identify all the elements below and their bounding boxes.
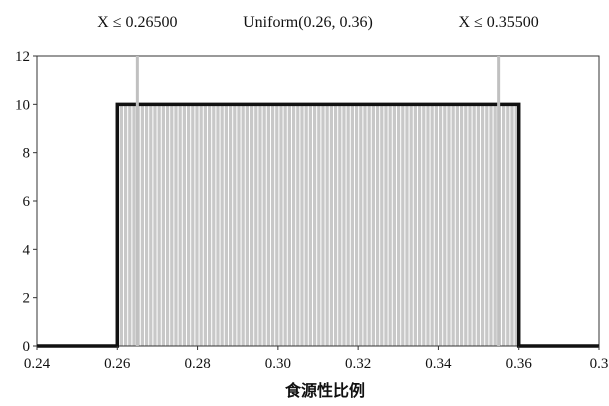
marker-layer: X ≤ 0.26500 X ≤ 0.35500 — [97, 14, 539, 346]
x-tick-label: 0.28 — [184, 356, 210, 372]
series-layer — [37, 102, 599, 348]
x-tick-label: 0.36 — [506, 356, 533, 372]
y-tick-label: 6 — [23, 194, 31, 210]
upper-marker-label: X ≤ 0.35500 — [458, 14, 538, 31]
x-tick-label: 0.34 — [425, 356, 452, 372]
x-tick-label: 0.30 — [265, 356, 291, 372]
x-tick-label: 0.26 — [104, 356, 131, 372]
density-outline — [37, 102, 599, 348]
y-tick-label: 2 — [23, 291, 31, 307]
chart-title: Uniform(0.26, 0.36) — [243, 14, 373, 31]
shaded-region — [117, 104, 519, 346]
y-tick-label: 12 — [15, 49, 30, 65]
x-axis-label: 食源性比例 — [284, 381, 365, 400]
shaded-region-layer — [117, 104, 519, 346]
y-tick-label: 8 — [23, 146, 31, 162]
y-tick-label: 0 — [23, 339, 31, 355]
x-tick-label: 0.24 — [24, 356, 51, 372]
lower-marker-label: X ≤ 0.26500 — [97, 14, 177, 31]
y-tick-label: 4 — [23, 242, 31, 258]
x-tick-label: 0.32 — [345, 356, 371, 372]
y-tick-label: 10 — [15, 97, 30, 113]
x-tick-label: 0.3 — [590, 356, 609, 372]
